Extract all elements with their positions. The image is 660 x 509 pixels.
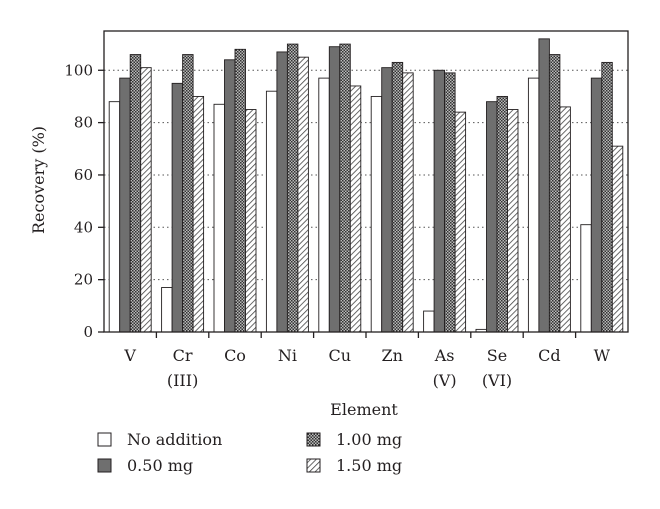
x-tick-label: Ni [278, 346, 297, 365]
bar-1-50-mg-zn [402, 72, 414, 333]
bar-1-50-mg-w [611, 145, 624, 333]
bar-0-50-mg-v [119, 77, 131, 333]
bar-0-50-mg-se [486, 101, 498, 333]
bar-1-00-mg-v [129, 54, 142, 333]
bar-0-50-mg-as [433, 69, 446, 333]
x-tick-label: Cr [173, 346, 193, 365]
x-tick-label: (V) [433, 371, 457, 390]
bar-0-50-mg-co [224, 59, 236, 333]
bars-group [108, 38, 624, 333]
bar-1-00-mg-as [444, 72, 456, 333]
bar-no-addition-cu [318, 77, 330, 333]
legend-label: No addition [127, 430, 222, 449]
legend-label: 1.00 mg [336, 430, 402, 449]
bar-1-00-mg-zn [391, 61, 404, 333]
bar-no-addition-co [213, 103, 225, 333]
y-tick-label: 0 [83, 323, 93, 341]
x-tick-label: Cu [329, 346, 352, 365]
x-tick-label: Cd [538, 346, 560, 365]
legend-swatch [306, 458, 321, 473]
x-tick-label: Co [224, 346, 246, 365]
bar-1-50-mg-cu [349, 85, 362, 333]
bar-1-50-mg-se [507, 109, 519, 333]
bar-0-50-mg-w [590, 77, 603, 333]
y-tick-label: 20 [74, 271, 93, 289]
bar-1-00-mg-co [234, 48, 246, 333]
y-tick-label: 80 [74, 114, 93, 132]
y-tick-label: 40 [74, 218, 93, 236]
x-axis-ticks: V Cr (III) Co Ni Cu Zn As (V) Se (VI) Cd W [123, 332, 611, 390]
bar-no-addition-cd [527, 77, 540, 333]
y-tick-label: 60 [74, 166, 93, 184]
bar-no-addition-w [580, 224, 592, 333]
legend-swatch [97, 458, 112, 473]
bar-0-50-mg-cu [328, 46, 341, 333]
bar-no-addition-cr [161, 287, 173, 333]
bar-1-50-mg-co [245, 109, 257, 333]
bar-no-addition-ni [265, 90, 278, 333]
y-axis-label: Recovery (%) [29, 126, 48, 234]
x-tick-label: (III) [167, 371, 198, 390]
x-tick-label: (VI) [482, 371, 512, 390]
bar-1-50-mg-cr [192, 95, 205, 333]
bar-1-00-mg-ni [286, 43, 299, 333]
bar-no-addition-zn [370, 95, 383, 333]
bar-0-50-mg-zn [381, 67, 393, 333]
y-tick-label: 100 [64, 61, 93, 79]
bar-1-00-mg-cr [182, 54, 194, 333]
x-tick-label: As [434, 346, 455, 365]
bar-1-00-mg-w [601, 61, 613, 333]
bar-1-50-mg-cd [559, 106, 571, 333]
legend-label: 1.50 mg [336, 456, 402, 475]
bar-1-00-mg-cu [339, 43, 351, 333]
y-axis-ticks: 0 20 40 60 80 100 [64, 61, 104, 341]
bar-1-50-mg-v [140, 67, 152, 333]
bar-no-addition-as [423, 310, 435, 333]
legend-swatch [97, 432, 112, 447]
legend-swatch [306, 432, 321, 447]
x-tick-label: W [594, 346, 611, 365]
x-tick-label: Se [487, 346, 507, 365]
bar-no-addition-v [108, 101, 121, 333]
legend-label: 0.50 mg [127, 456, 193, 475]
x-axis-label: Element [330, 400, 398, 419]
bar-1-50-mg-as [454, 111, 467, 333]
bar-0-50-mg-cd [538, 38, 550, 333]
bar-0-50-mg-cr [171, 82, 184, 333]
bar-1-00-mg-se [496, 95, 508, 333]
x-tick-label: Zn [381, 346, 402, 365]
legend: No addition 0.50 mg 1.00 mg 1.50 mg [97, 430, 402, 475]
bar-1-50-mg-ni [297, 56, 309, 333]
x-tick-label: V [123, 346, 136, 365]
bar-1-00-mg-cd [548, 54, 561, 333]
bar-0-50-mg-ni [276, 51, 288, 333]
